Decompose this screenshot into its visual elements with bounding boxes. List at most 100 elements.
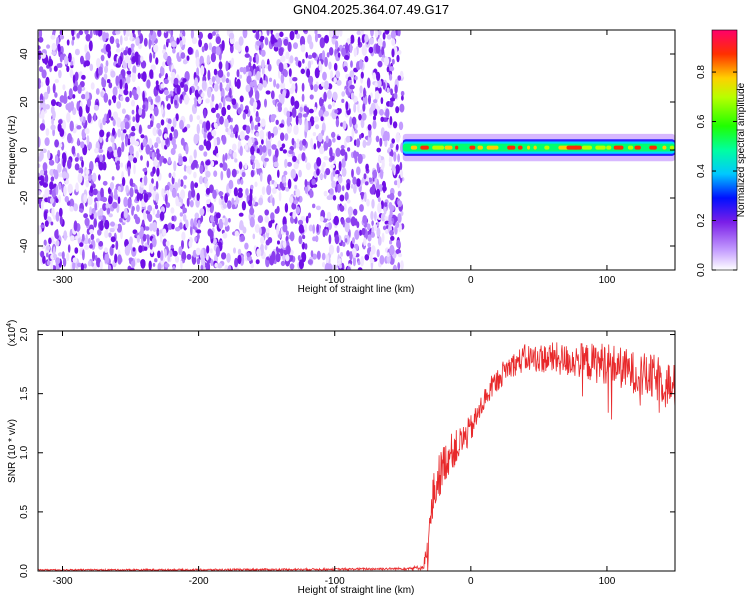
snr-multiplier-base: (x10 <box>7 326 18 346</box>
noise-cell <box>74 157 79 162</box>
noise-cell <box>125 30 130 37</box>
noise-cell <box>120 95 124 102</box>
noise-cell <box>334 30 340 37</box>
noise-cell <box>164 184 170 192</box>
noise-cell <box>198 31 203 40</box>
noise-cell <box>330 155 335 161</box>
noise-cell <box>384 220 390 225</box>
noise-cell <box>140 182 144 188</box>
noise-cell <box>376 227 381 237</box>
noise-cell <box>150 248 154 254</box>
noise-cell <box>55 257 61 265</box>
noise-cell <box>226 104 231 110</box>
noise-cell <box>181 231 186 241</box>
noise-cell <box>182 30 186 38</box>
noise-cell <box>64 195 70 203</box>
noise-cell <box>142 233 147 242</box>
noise-cell <box>80 141 85 149</box>
noise-cell <box>111 176 115 181</box>
noise-cell <box>282 149 287 154</box>
noise-cell <box>151 237 157 248</box>
snr-xlabel: Height of straight line (km) <box>298 585 415 596</box>
noise-cell <box>369 37 374 45</box>
noise-cell <box>112 95 117 104</box>
noise-cell <box>207 32 213 40</box>
noise-cell <box>288 68 292 77</box>
noise-cell <box>261 59 265 70</box>
noise-cell <box>179 119 184 130</box>
noise-cell <box>206 245 210 254</box>
noise-cell <box>155 84 161 91</box>
noise-cell <box>180 137 185 146</box>
noise-cell <box>227 200 232 210</box>
noise-cell <box>112 142 115 152</box>
noise-cell <box>300 44 306 53</box>
noise-cell <box>174 99 178 106</box>
noise-cell <box>229 87 232 98</box>
noise-cell <box>228 218 231 223</box>
noise-cell <box>397 153 400 163</box>
signal-core-cell <box>669 145 675 150</box>
noise-cell <box>345 101 349 111</box>
noise-cell <box>89 185 94 194</box>
noise-cell <box>98 240 104 247</box>
noise-cell <box>298 140 304 151</box>
noise-cell <box>149 223 154 232</box>
signal-core-cell <box>517 145 523 150</box>
noise-cell <box>314 106 317 113</box>
noise-cell <box>383 202 388 207</box>
noise-cell <box>80 55 84 65</box>
noise-cell <box>301 93 305 102</box>
noise-cell <box>218 61 223 70</box>
noise-cell <box>389 74 393 81</box>
noise-cell <box>50 34 56 40</box>
noise-cell <box>313 116 319 123</box>
noise-cell <box>79 242 84 247</box>
noise-cell <box>106 207 111 214</box>
noise-cell <box>129 178 134 187</box>
noise-cell <box>260 35 265 41</box>
noise-cell <box>123 208 128 219</box>
noise-cell <box>390 235 395 241</box>
noise-cell <box>391 58 395 65</box>
noise-cell <box>358 113 362 121</box>
noise-cell <box>129 236 133 246</box>
noise-cell <box>185 219 189 229</box>
y-tick-label: 1.0 <box>19 445 30 459</box>
noise-cell <box>219 115 224 125</box>
noise-cell <box>181 239 184 250</box>
noise-cell <box>397 30 401 37</box>
noise-cell <box>164 263 170 268</box>
noise-cell <box>231 98 237 106</box>
noise-cell <box>205 140 212 151</box>
noise-cell <box>313 84 319 92</box>
noise-cell <box>205 170 211 178</box>
noise-cell <box>270 212 275 221</box>
noise-cell <box>52 168 56 175</box>
noise-cell <box>90 30 93 39</box>
noise-cell <box>374 211 377 222</box>
noise-cell <box>367 230 371 236</box>
signal-core-cell <box>469 145 476 150</box>
noise-cell <box>98 174 101 181</box>
noise-cell <box>72 74 76 84</box>
noise-cell <box>262 145 267 153</box>
noise-cell <box>255 132 260 137</box>
colorbar-ticks: 0.0 0.2 0.4 0.6 0.8 <box>696 65 737 277</box>
noise-cell <box>233 127 236 135</box>
noise-cell <box>143 246 148 251</box>
noise-cell <box>187 190 192 200</box>
noise-cell <box>59 53 63 63</box>
noise-cell <box>199 164 204 174</box>
noise-cell <box>333 215 339 226</box>
noise-cell <box>170 147 176 156</box>
noise-cell <box>352 247 357 258</box>
noise-cell <box>84 30 89 35</box>
noise-cell <box>110 236 116 243</box>
noise-cell <box>115 48 121 53</box>
x-tick-label: -300 <box>52 275 72 286</box>
noise-cell <box>196 115 201 121</box>
signal-core-cell <box>420 145 429 150</box>
noise-cell <box>323 80 329 91</box>
noise-cell <box>337 203 340 211</box>
